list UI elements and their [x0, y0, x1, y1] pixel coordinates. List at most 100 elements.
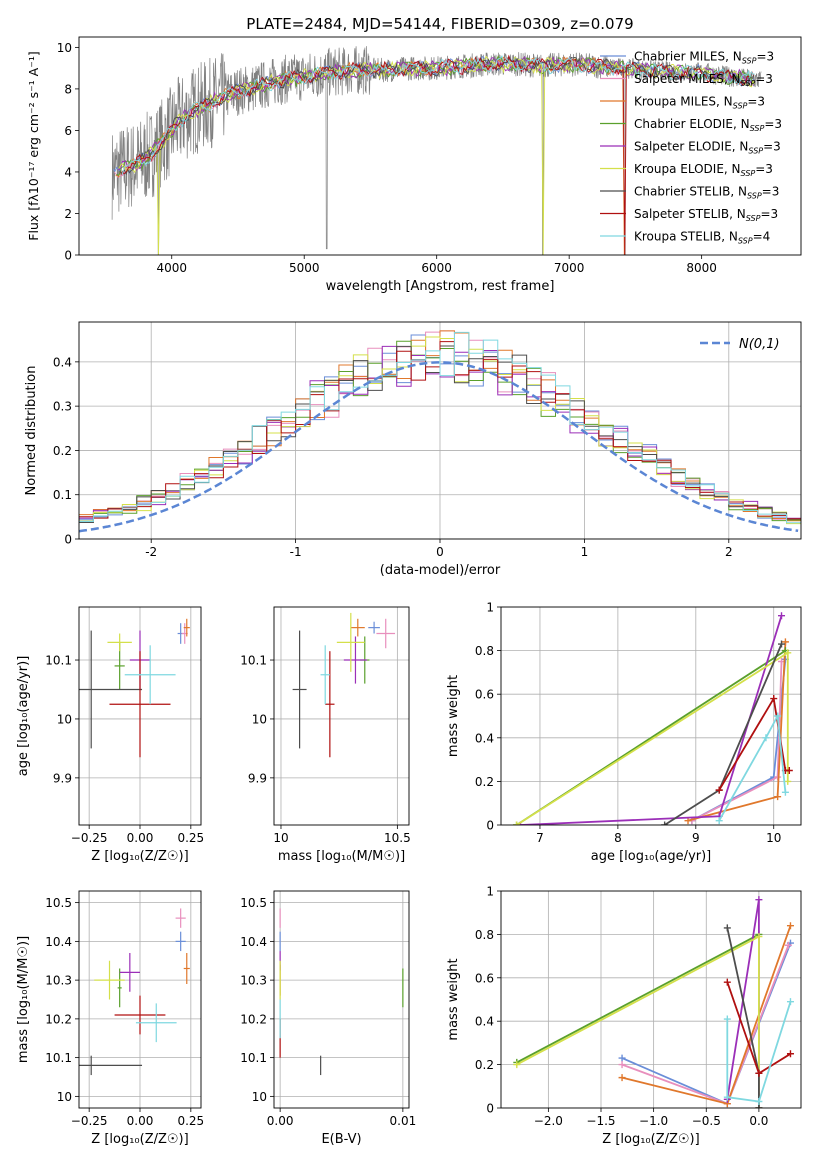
errorbar-point	[376, 618, 396, 649]
weight-line-4	[516, 933, 760, 1064]
errorbar-point	[124, 645, 176, 705]
legend: Chabrier MILES, NSSP=3 Salpeter MILES, NS…	[600, 50, 782, 246]
weight-marker	[513, 821, 521, 825]
plot-area-mass-vs-EBV	[274, 891, 409, 1108]
y-tick-label: 10.5	[240, 896, 267, 910]
y-tick-label: 10.1	[45, 654, 72, 668]
y-axis-label: mass weight	[446, 958, 461, 1040]
errorbar-point	[109, 651, 171, 758]
model-line-5	[117, 56, 754, 171]
y-tick-label: 0.2	[475, 775, 494, 789]
weight-marker	[715, 817, 723, 825]
panel-age-vs-Z: −0.25 0.00 0.25 9.9 10 10.1 Z [log₁₀(Z/Z☉)] age…	[16, 606, 204, 864]
weight-marker	[618, 1054, 626, 1062]
axes-frame	[78, 890, 202, 1109]
y-tick-label: 0.8	[475, 644, 494, 658]
weight-marker	[778, 640, 786, 648]
y-tick-label: 9.9	[53, 771, 72, 785]
y-tick-label: 0	[486, 819, 494, 833]
y-tick-label: 10.4	[45, 935, 72, 949]
x-tick-label: 10	[766, 831, 781, 845]
x-tick-label: 0.25	[177, 831, 204, 845]
axes-frame	[273, 606, 410, 826]
errorbar-point	[117, 968, 122, 1008]
legend-label: Chabrier ELODIE, NSSP=3	[634, 117, 782, 133]
errorbar-point	[368, 621, 380, 634]
weight-marker	[781, 638, 789, 646]
weight-marker	[762, 734, 770, 742]
panel-weight-vs-Z: −2.0 −1.5 −1.0 −0.5 0.0 0 0.2 0.4 0.6 0.8 1 Z [log₁…	[446, 885, 802, 1147]
weight-marker	[781, 788, 789, 796]
model-line-4	[116, 54, 755, 177]
x-tick-label: 9	[692, 831, 700, 845]
errorbar-point	[79, 630, 143, 749]
x-axis-label: E(B-V)	[321, 1132, 361, 1147]
y-axis-label: mass weight	[446, 675, 461, 757]
errorbar-point	[175, 908, 186, 928]
y-tick-label: 0.3	[53, 400, 72, 414]
weight-marker	[784, 941, 792, 949]
model-line-9	[121, 54, 755, 175]
x-axis-label: Z [log₁₀(Z/Z☉)]	[602, 1132, 699, 1147]
x-tick-label: 0.00	[267, 1114, 294, 1128]
y-tick-label: 10.1	[240, 1051, 267, 1065]
y-tick-label: 10	[57, 712, 72, 726]
axes-frame	[78, 36, 802, 256]
normal-curve-line	[79, 361, 799, 533]
axes-frame	[78, 606, 202, 826]
errorbar-point	[107, 633, 132, 652]
errorbar-point	[350, 618, 365, 637]
x-tick-label: -1	[290, 545, 302, 559]
y-tick-label: 10.2	[240, 1012, 267, 1026]
weight-marker	[774, 712, 782, 720]
plot-area-weight-vs-Z	[501, 891, 801, 1108]
y-tick-label: 6	[64, 124, 72, 138]
legend-label: Chabrier MILES, NSSP=3	[634, 50, 774, 66]
y-tick-label: 10.2	[45, 1012, 72, 1026]
weight-marker	[774, 793, 782, 801]
x-tick-label: 10	[273, 831, 288, 845]
axes-frame	[78, 321, 802, 540]
figure-title: PLATE=2484, MJD=54144, FIBERID=0309, z=0…	[246, 15, 633, 33]
weight-marker	[618, 1061, 626, 1069]
y-tick-label: 0.8	[475, 928, 494, 942]
x-axis-label: Z [log₁₀(Z/Z☉)]	[91, 1132, 188, 1147]
weight-marker	[755, 1069, 763, 1077]
y-tick-label: 0.1	[53, 488, 72, 502]
model-line-1	[113, 55, 755, 176]
axes-frame	[500, 890, 802, 1109]
x-tick-label: -2	[145, 545, 157, 559]
errorbar-point	[175, 931, 186, 952]
y-tick-label: 10.4	[240, 935, 267, 949]
plot-area-mass-vs-Z	[79, 891, 201, 1108]
y-tick-label: 0.4	[475, 731, 494, 745]
panel-age-vs-mass: 10 10.5 9.9 10 10.1 mass [log₁₀(M/M☉)]	[240, 606, 411, 864]
y-tick-label: 4	[64, 165, 72, 179]
weight-marker	[755, 1104, 763, 1108]
weight-marker	[784, 777, 792, 785]
errorbar-point	[183, 953, 190, 984]
legend-label: Salpeter MILES, NSSP=3	[634, 72, 773, 88]
weight-marker	[755, 1097, 763, 1105]
errorbar-point	[343, 636, 368, 684]
x-tick-label: 8000	[686, 261, 717, 275]
y-tick-label: 10.1	[45, 1051, 72, 1065]
weight-marker	[618, 1074, 626, 1082]
errorbar-point	[94, 960, 125, 1000]
y-axis-label: Normed distribution	[24, 366, 39, 496]
model-line-7	[119, 56, 755, 176]
x-axis-label: mass [log₁₀(M/M☉)]	[278, 849, 405, 864]
y-tick-label: 10.5	[45, 896, 72, 910]
weight-marker	[786, 922, 794, 930]
x-tick-label: −0.5	[692, 1114, 721, 1128]
weight-marker	[723, 924, 731, 932]
y-tick-label: 0	[64, 249, 72, 263]
y-tick-label: 0	[486, 1102, 494, 1116]
axes-frame	[273, 890, 410, 1109]
x-axis-label: wavelength [Angstrom, rest frame]	[326, 279, 555, 294]
histogram-series-9	[79, 331, 801, 539]
plot-area-age-vs-Z	[79, 607, 201, 825]
weight-marker	[661, 821, 669, 825]
legend-label: Kroupa STELIB, NSSP=4	[634, 230, 770, 246]
plot-area-spectrum	[111, 46, 762, 255]
